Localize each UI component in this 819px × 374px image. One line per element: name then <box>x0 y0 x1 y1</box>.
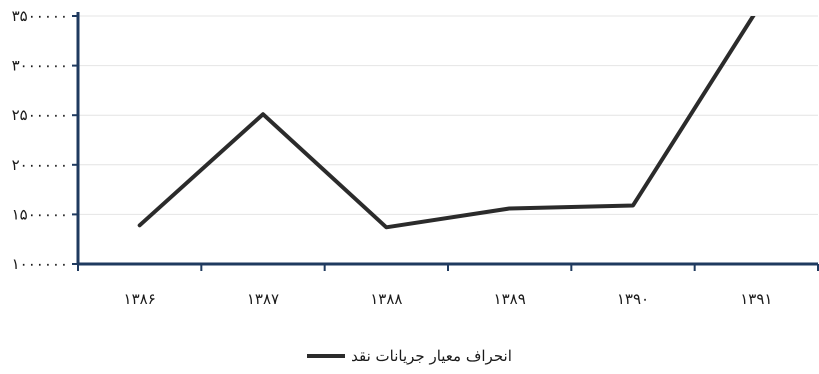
series-group <box>137 16 756 230</box>
x-tick-label: ۱۳۸۹ <box>494 290 526 308</box>
y-tick-label: ۲۰۰۰۰۰۰ <box>12 156 68 174</box>
legend-swatch <box>307 354 346 358</box>
series-line <box>137 16 756 230</box>
x-tick-label: ۱۳۹۱ <box>740 290 772 308</box>
gridlines <box>78 15 818 215</box>
x-tick-label: ۱۳۹۰ <box>617 290 649 308</box>
x-tick-label: ۱۳۸۷ <box>247 290 279 308</box>
y-tick-label: ۳۰۰۰۰۰۰ <box>12 57 68 75</box>
legend-label: انحراف معیار جریانات نقد <box>351 347 512 365</box>
y-tick-label: ۱۰۰۰۰۰۰ <box>12 255 68 273</box>
y-tick-label: ۱۵۰۰۰۰۰ <box>12 205 68 223</box>
y-tick-label: ۲۵۰۰۰۰۰ <box>12 106 68 124</box>
legend: انحراف معیار جریانات نقد <box>0 344 819 368</box>
x-tick-label: ۱۳۸۶ <box>124 290 156 308</box>
x-tick-label: ۱۳۸۸ <box>370 290 402 308</box>
y-tick-label: ۳۵۰۰۰۰۰ <box>12 7 68 25</box>
x-axis: ۱۳۸۶ ۱۳۸۷ ۱۳۸۸ ۱۳۸۹ ۱۳۹۰ ۱۳۹۱ <box>77 262 819 308</box>
y-axis: ۱۰۰۰۰۰۰ ۱۵۰۰۰۰۰ ۲۰۰۰۰۰۰ ۲۵۰۰۰۰۰ ۳۰۰۰۰۰۰ ۳۵۰۰۰… <box>12 7 80 273</box>
